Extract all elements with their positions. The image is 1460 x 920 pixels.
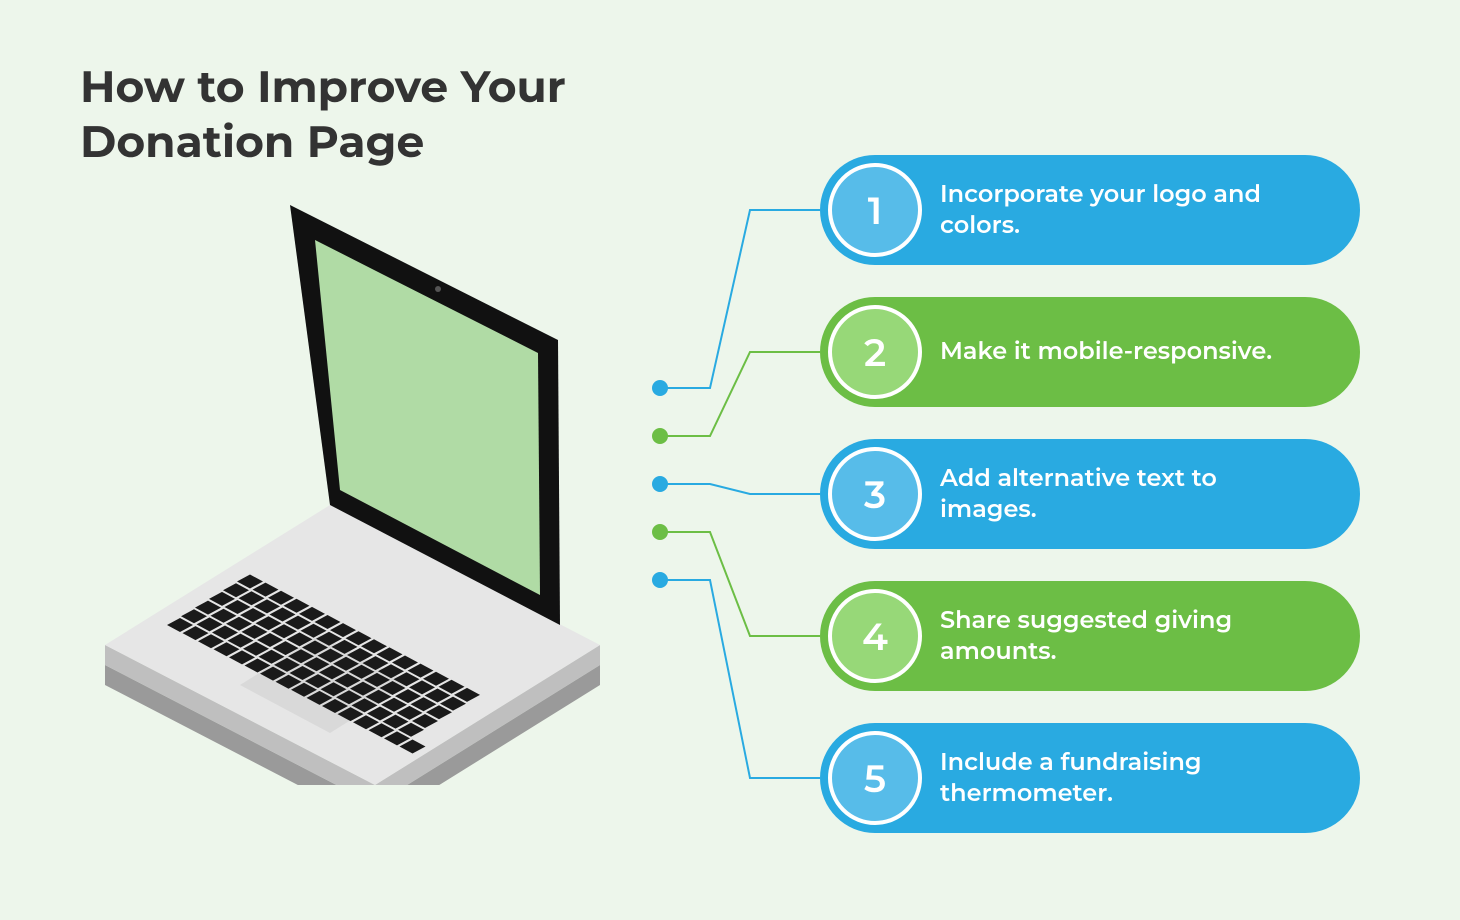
tip-pill-5: 5 Include a fundraising thermometer. (820, 723, 1360, 833)
laptop-illustration (40, 185, 640, 785)
tip-text: Incorporate your logo and colors. (940, 179, 1320, 241)
tip-pill-1: 1 Incorporate your logo and colors. (820, 155, 1360, 265)
tip-number: 4 (862, 613, 888, 660)
tip-number-badge: 5 (828, 731, 922, 825)
tip-number-badge: 4 (828, 589, 922, 683)
tip-pill-4: 4 Share suggested giving amounts. (820, 581, 1360, 691)
tip-number: 3 (864, 471, 886, 518)
tips-list: 1 Incorporate your logo and colors. 2 Make … (820, 155, 1360, 833)
tip-text: Include a fundraising thermometer. (940, 747, 1320, 809)
tip-text: Make it mobile-responsive. (940, 336, 1272, 367)
tip-number: 1 (868, 187, 882, 234)
tip-number: 5 (864, 755, 886, 802)
infographic-canvas: How to Improve Your Donation Page 1 Incor… (0, 0, 1460, 920)
tip-pill-3: 3 Add alternative text to images. (820, 439, 1360, 549)
tip-pill-2: 2 Make it mobile-responsive. (820, 297, 1360, 407)
tip-number-badge: 3 (828, 447, 922, 541)
page-title: How to Improve Your Donation Page (80, 60, 680, 170)
tip-text: Add alternative text to images. (940, 463, 1320, 525)
tip-number-badge: 2 (828, 305, 922, 399)
tip-number: 2 (864, 329, 886, 376)
tip-number-badge: 1 (828, 163, 922, 257)
tip-text: Share suggested giving amounts. (940, 605, 1320, 667)
